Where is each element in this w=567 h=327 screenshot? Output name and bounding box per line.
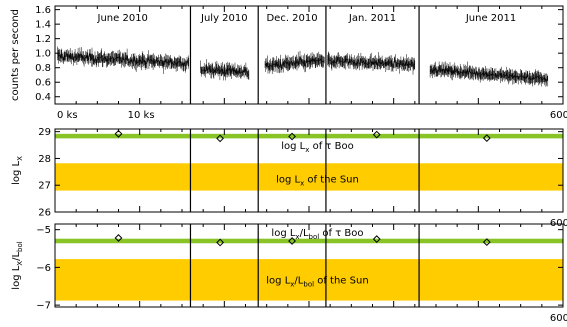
segment-label: Dec. 2010 bbox=[266, 13, 317, 24]
y-tick-label: 27 bbox=[38, 181, 51, 192]
y-tick-label: −5 bbox=[36, 225, 51, 236]
lx-lbol-panel: −7 −6 −5 log Lx/Lbol of τ Boo log Lx/Lbol of… bbox=[11, 223, 567, 324]
data-point bbox=[482, 238, 491, 247]
data-point bbox=[288, 237, 296, 245]
error-bars bbox=[264, 50, 325, 74]
band-annotation: log Lx/Lbol of the Sun bbox=[266, 275, 368, 288]
band-sun bbox=[55, 259, 563, 301]
segment-label: June 2011 bbox=[465, 13, 516, 24]
data-point bbox=[216, 134, 225, 143]
x-tick-label: 0 ks bbox=[57, 110, 78, 121]
band-tau-boo bbox=[55, 133, 563, 139]
data-point bbox=[288, 132, 296, 141]
y-tick-label: −7 bbox=[36, 301, 51, 312]
error-bars bbox=[327, 51, 416, 75]
x-tick-label: 600 bbox=[550, 313, 567, 324]
y-tick-label: 0.4 bbox=[35, 92, 51, 103]
band-annotation: log Lx/Lbol of τ Boo bbox=[271, 228, 363, 241]
x-tick-label: 10 ks bbox=[128, 110, 155, 121]
segment-label: July 2010 bbox=[200, 13, 248, 24]
error-bars bbox=[200, 59, 250, 81]
band-tau-boo bbox=[55, 238, 563, 244]
segment-label: Jan. 2011 bbox=[348, 13, 396, 24]
data-point bbox=[372, 130, 381, 139]
data-point bbox=[482, 134, 491, 143]
y-tick-label: 0.8 bbox=[35, 63, 51, 74]
light-curve-panel: 0.4 0.6 0.8 1.0 1.2 1.4 1.6 counts per second Ju… bbox=[10, 5, 567, 121]
data-point bbox=[216, 238, 225, 247]
error-bars bbox=[57, 46, 190, 74]
y-axis-label: log LX/Lbol bbox=[11, 241, 24, 289]
data-point bbox=[114, 129, 123, 138]
segment-label: June 2010 bbox=[97, 13, 148, 24]
band-sun bbox=[55, 163, 563, 191]
series-line-june-2011 bbox=[429, 66, 549, 83]
y-tick-label: 1.6 bbox=[35, 5, 51, 16]
data-point bbox=[372, 235, 381, 243]
y-tick-label: −6 bbox=[36, 263, 51, 274]
y-tick-label: 0.6 bbox=[35, 78, 51, 89]
band-annotation: log Lx of τ Boo bbox=[281, 141, 353, 154]
y-axis-label: counts per second bbox=[10, 9, 21, 101]
x-tick-label: 600 bbox=[550, 110, 567, 121]
band-annotation: log Lx of the Sun bbox=[276, 175, 359, 188]
y-tick-label: 1.0 bbox=[35, 49, 51, 60]
y-axis-label: log LX bbox=[11, 156, 24, 185]
data-point bbox=[114, 234, 123, 242]
y-tick-label: 1.2 bbox=[35, 34, 51, 45]
y-tick-label: 29 bbox=[38, 127, 51, 138]
y-tick-label: 28 bbox=[38, 154, 51, 165]
error-bars bbox=[429, 61, 549, 87]
lx-panel: 26 27 28 29 log Lx of τ Boo log Lx of the Sun… bbox=[11, 127, 567, 229]
y-tick-label: 26 bbox=[38, 208, 51, 219]
y-tick-label: 1.4 bbox=[35, 20, 51, 31]
